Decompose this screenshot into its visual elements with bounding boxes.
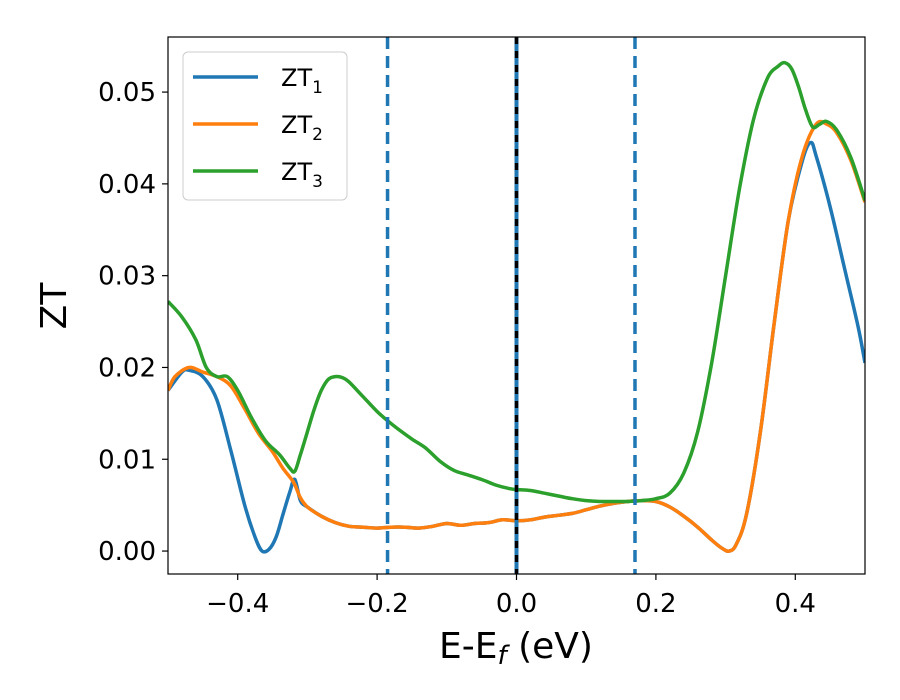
x-tick-label: −0.2 (346, 589, 409, 619)
x-tick-label: 0.4 (775, 589, 816, 619)
x-tick-label: 0.2 (635, 589, 676, 619)
legend-label: ZT3 (281, 158, 323, 192)
x-axis-ticks: −0.4 −0.2 0.0 0.2 0.4 (206, 574, 816, 619)
legend-frame (182, 51, 348, 201)
x-axis-title: E-Ef (eV) (439, 626, 593, 671)
y-tick-label: 0.05 (98, 78, 156, 108)
series-line-zt3 (168, 60, 865, 504)
legend: ZT1 ZT2 ZT3 (182, 51, 348, 201)
series-line-zt2 (168, 119, 865, 553)
y-tick-label: 0.04 (98, 170, 156, 200)
y-tick-label: 0.02 (98, 353, 156, 383)
y-axis-title: ZT (34, 282, 75, 330)
y-tick-label: 0.03 (98, 262, 156, 292)
x-tick-label: 0.0 (496, 589, 537, 619)
legend-label: ZT1 (281, 64, 323, 98)
legend-label: ZT2 (281, 111, 323, 145)
series-layer (168, 60, 865, 554)
y-axis-ticks: 0.00 0.01 0.02 0.03 0.04 0.05 (98, 78, 168, 567)
x-tick-label: −0.4 (206, 589, 269, 619)
reference-lines (385, 37, 637, 574)
y-tick-label: 0.00 (98, 537, 156, 567)
y-tick-label: 0.01 (98, 445, 156, 475)
